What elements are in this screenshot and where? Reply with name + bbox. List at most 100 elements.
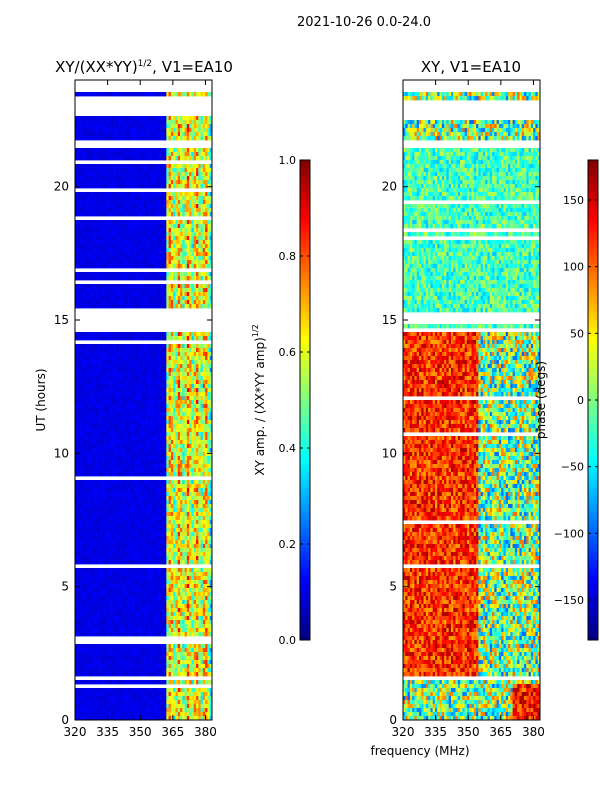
amp-cell — [116, 364, 119, 369]
amp-cell — [193, 360, 197, 365]
amp-cell — [180, 248, 183, 253]
amp-cell — [75, 440, 78, 445]
amp-cell — [77, 440, 80, 445]
amp-cell — [186, 356, 190, 361]
amp-cell — [191, 236, 195, 241]
amp-cell — [202, 228, 206, 233]
amp-cell — [141, 228, 144, 233]
amp-cell — [134, 364, 138, 369]
amp-cell — [164, 364, 167, 369]
amp-cell — [141, 356, 144, 361]
amp-cell — [120, 440, 124, 445]
amp-cell — [109, 472, 112, 477]
amp-cell — [196, 288, 199, 293]
amp-cell — [209, 416, 213, 421]
amp-cell — [127, 228, 131, 233]
amp-cell — [189, 240, 192, 245]
amp-cell — [175, 92, 179, 97]
amp-cell — [198, 496, 201, 501]
amp-cell — [120, 252, 124, 257]
amp-cell — [161, 416, 165, 421]
amp-cell — [113, 436, 117, 441]
amp-cell — [170, 304, 174, 309]
amp-cell — [191, 380, 195, 385]
amp-cell — [207, 252, 211, 257]
amp-cell — [207, 496, 211, 501]
amp-cell — [193, 172, 197, 177]
amp-cell — [209, 484, 213, 489]
amp-cell — [180, 132, 183, 137]
amp-cell — [97, 396, 101, 401]
amp-cell — [97, 192, 101, 197]
amp-cell — [182, 432, 185, 437]
amp-cell — [100, 400, 103, 405]
amp-cell — [104, 440, 108, 445]
amp-cell — [186, 440, 190, 445]
amp-cell — [122, 500, 126, 505]
amp-cell — [191, 428, 195, 433]
amp-cell — [182, 408, 185, 413]
amp-cell — [157, 264, 160, 269]
amp-cell — [180, 300, 183, 305]
amp-cell — [93, 288, 96, 293]
amp-cell — [113, 296, 117, 301]
amp-cell — [90, 452, 94, 457]
amp-cell — [136, 436, 140, 441]
amp-cell — [166, 172, 170, 177]
amp-cell — [84, 356, 87, 361]
amp-cell — [113, 208, 117, 213]
amp-cell — [161, 168, 165, 173]
amp-cell — [113, 132, 117, 137]
amp-cell — [104, 332, 108, 337]
amp-cell — [95, 156, 99, 161]
amp-cell — [193, 276, 197, 281]
amp-cell — [170, 92, 174, 97]
amp-cell — [200, 228, 204, 233]
amp-cell — [77, 228, 80, 233]
amp-cell — [138, 276, 142, 281]
amp-cell — [157, 480, 160, 485]
amp-cell — [116, 424, 119, 429]
amp-cell — [180, 332, 183, 337]
amp-cell — [173, 444, 176, 449]
amp-cell — [198, 120, 201, 125]
amp-cell — [127, 380, 131, 385]
amp-cell — [173, 220, 176, 225]
amp-cell — [193, 208, 197, 213]
amp-cell — [97, 368, 101, 373]
amp-cell — [177, 448, 181, 453]
amp-cell — [125, 180, 128, 185]
amp-cell — [143, 152, 147, 157]
amp-cell — [150, 128, 154, 133]
amp-cell — [145, 472, 149, 477]
amp-cell — [77, 428, 80, 433]
amp-cell — [90, 264, 94, 269]
amp-cell — [175, 488, 179, 493]
amp-cell — [127, 180, 131, 185]
amp-cell — [207, 224, 211, 229]
amp-cell — [150, 408, 154, 413]
amp-cell — [120, 424, 124, 429]
amp-cell — [159, 404, 163, 409]
amp-cell — [116, 168, 119, 173]
amp-cell — [102, 468, 106, 473]
amp-cell — [168, 444, 172, 449]
amp-cell — [118, 332, 122, 337]
amp-cell — [81, 432, 85, 437]
amp-cell — [141, 200, 144, 205]
amp-cell — [168, 440, 172, 445]
amp-cell — [120, 256, 124, 261]
amp-cell — [191, 264, 195, 269]
amp-cell — [152, 332, 156, 337]
amp-cell — [159, 244, 163, 249]
amp-cell — [189, 432, 192, 437]
amp-cell — [143, 412, 147, 417]
amp-cell — [122, 416, 126, 421]
amp-cell — [166, 420, 170, 425]
amp-cell — [113, 120, 117, 125]
amp-cell — [136, 432, 140, 437]
amp-cell — [193, 284, 197, 289]
amp-cell — [125, 348, 128, 353]
amp-cell — [150, 472, 154, 477]
amp-cell — [175, 468, 179, 473]
